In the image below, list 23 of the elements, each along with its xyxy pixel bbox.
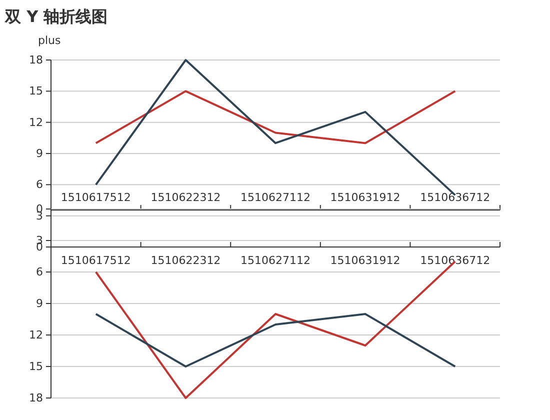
chart-title: 双 Y 轴折线图: [4, 7, 108, 26]
y-tick-label: 12: [29, 328, 43, 342]
y-tick-label: 9: [36, 297, 43, 310]
y-tick-label: 0: [36, 240, 43, 254]
x-tick-label: 1510627112: [240, 191, 310, 204]
x-tick-label: 1510617512: [60, 191, 131, 204]
y-axis-title: plus: [38, 34, 62, 47]
y-tick-label: 15: [29, 84, 43, 98]
y-tick-label: 18: [29, 392, 43, 405]
x-tick-label: 1510622312: [150, 191, 221, 204]
y-tick-label: 12: [29, 116, 43, 129]
y-tick-label: 6: [36, 178, 43, 192]
x-tick-label: 1510631912: [330, 191, 400, 204]
y-tick-label: 18: [29, 54, 43, 67]
x-tick-label: 1510627112: [240, 254, 310, 267]
x-tick-label: 1510636712: [420, 254, 490, 267]
y-tick-label: 9: [36, 147, 43, 160]
x-tick-label: 1510617512: [60, 254, 131, 267]
x-tick-label: 1510622312: [150, 254, 221, 267]
x-tick-label: 1510636712: [420, 191, 490, 204]
x-tick-label: 1510631912: [330, 254, 400, 267]
y-tick-label: 15: [29, 360, 43, 374]
y-tick-label: 6: [36, 266, 43, 279]
